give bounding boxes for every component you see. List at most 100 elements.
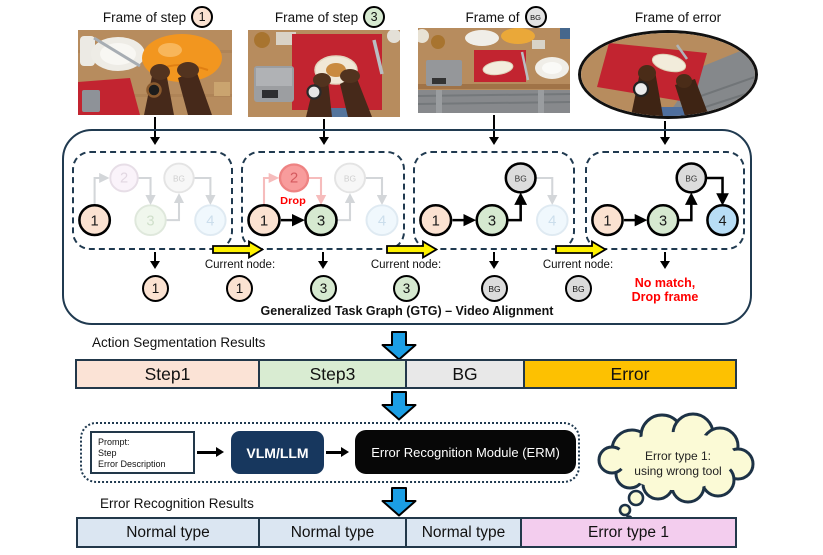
- watch-icon: [632, 80, 650, 98]
- node-bg-label: BG: [344, 173, 356, 183]
- node-2-faded: [109, 163, 139, 193]
- segment-step3: Step3: [260, 361, 407, 387]
- node-bg-label: BG: [515, 174, 527, 183]
- result-arrow-4: [663, 252, 667, 266]
- prompt-line2: Step: [98, 448, 117, 458]
- no-match-text: No match, Drop frame: [595, 276, 735, 304]
- node-bg-label: BG: [685, 174, 697, 183]
- frame4-to-graph-arrow: [663, 121, 667, 142]
- thought-cloud: Error type 1: using wrong tool: [597, 412, 755, 523]
- node-1-label: 1: [432, 214, 440, 230]
- result-arrow-2: [321, 252, 325, 266]
- vlm-llm-box: VLM/LLM: [231, 431, 324, 474]
- flow-arrow-1: [381, 331, 417, 361]
- photo-bg-frame: [418, 28, 570, 113]
- frame-label-error-text: Frame of error: [634, 9, 722, 25]
- node-4-label: 4: [548, 214, 556, 230]
- photo-step3-frame: [248, 30, 400, 117]
- segment-normal-1: Normal type: [78, 519, 260, 546]
- flow-arrow-2: [381, 391, 417, 421]
- no-match-line1: No match,: [634, 276, 696, 290]
- frame-label-1-text: Frame of step: [102, 9, 187, 25]
- node-3-label: 3: [488, 214, 496, 230]
- matched-node-3: 3: [310, 275, 337, 302]
- node-bg-label: BG: [173, 174, 185, 183]
- recognition-title: Error Recognition Results: [100, 496, 254, 511]
- frame-label-2-text: Frame of step: [274, 9, 359, 25]
- graph-bg: 1 3 BG 4: [419, 162, 569, 237]
- photo-step1-illustration: [78, 30, 232, 115]
- graph-box-error: 1 3 BG 4: [585, 151, 745, 250]
- frame-label-3: Frame of BG: [418, 6, 594, 28]
- frame3-to-graph-arrow: [492, 115, 496, 142]
- advance-arrow-1: [212, 240, 264, 259]
- node-2-dropped: [278, 163, 310, 193]
- segment-error-type1: Error type 1: [522, 519, 735, 546]
- segment-normal-3: Normal type: [407, 519, 522, 546]
- segment-step1: Step1: [77, 361, 260, 387]
- current-node-label-1: Current node:: [204, 259, 276, 271]
- graph-box-step1: 1 2 3 BG 4: [72, 151, 233, 250]
- drop-label: Drop: [280, 195, 306, 207]
- node-bg-active: [675, 162, 708, 194]
- erm-pipeline-box: [80, 422, 580, 483]
- graph-error: 1 3 BG 4: [591, 162, 739, 237]
- gtg-container: [62, 129, 752, 325]
- photo-error-frame: [578, 30, 758, 119]
- no-match-line2: Drop frame: [631, 290, 699, 304]
- node-4-faded: [194, 204, 227, 237]
- erm-module-box: Error Recognition Module (ERM): [355, 430, 576, 474]
- node-bg-faded: [163, 162, 195, 194]
- segmentation-title: Action Segmentation Results: [92, 335, 266, 350]
- advance-arrow-3: [555, 240, 607, 259]
- node-4-label: 4: [206, 214, 214, 230]
- photo-error-illustration: [581, 33, 755, 116]
- step-1-badge: 1: [191, 6, 214, 28]
- node-3-label: 3: [146, 214, 154, 230]
- prompt-line1: Prompt:: [98, 437, 130, 447]
- node-4-label: 4: [378, 214, 386, 230]
- result-arrow-1: [153, 252, 157, 266]
- photo-bg-illustration: [418, 28, 570, 113]
- result-arrow-3: [492, 252, 496, 266]
- node-3-label: 3: [659, 214, 667, 230]
- current-node-label-2: Current node:: [370, 259, 442, 271]
- node-4-active: [706, 204, 739, 237]
- current-node-label-3: Current node:: [542, 259, 614, 271]
- flow-arrow-3: [381, 487, 417, 517]
- node-1-label: 1: [260, 214, 268, 230]
- segment-error: Error: [525, 361, 735, 387]
- matched-node-bg: BG: [481, 275, 508, 302]
- segmentation-bar: Step1 Step3 BG Error: [75, 359, 737, 389]
- node-2-label: 2: [290, 171, 298, 187]
- node-bg-faded: [334, 162, 366, 194]
- graph-step1: 1 2 3 BG 4: [78, 162, 227, 237]
- current-node-1: 1: [226, 275, 253, 302]
- node-1-active: [419, 204, 453, 237]
- node-1-active: [591, 204, 624, 237]
- node-1-label: 1: [91, 214, 99, 230]
- vlm-to-erm-arrow: [326, 451, 346, 454]
- segment-bg: BG: [407, 361, 525, 387]
- frame-label-1: Frame of step 1: [78, 6, 238, 28]
- gtg-title: Generalized Task Graph (GTG) – Video Ali…: [260, 304, 554, 318]
- bg-badge: BG: [524, 6, 547, 28]
- node-3-active: [646, 204, 680, 237]
- node-1-label: 1: [603, 214, 611, 230]
- node-4-faded: [535, 204, 569, 237]
- graph-box-step3: 1 2 Drop 3 BG 4: [241, 151, 405, 250]
- graph-step3: 1 2 Drop 3 BG 4: [247, 162, 399, 237]
- matched-node-1: 1: [142, 275, 169, 302]
- node-3-active: [475, 204, 509, 237]
- graph-box-bg: 1 3 BG 4: [413, 151, 575, 250]
- current-node-3: BG: [565, 275, 592, 302]
- node-3-active: [304, 204, 338, 237]
- frame-label-error: Frame of error: [598, 6, 758, 28]
- node-4-faded: [365, 204, 399, 237]
- recognition-bar: Normal type Normal type Normal type Erro…: [76, 517, 737, 548]
- frame-label-3-text: Frame of: [465, 9, 520, 25]
- node-4-label: 4: [718, 214, 726, 230]
- node-1-active: [247, 204, 281, 237]
- node-3-label: 3: [317, 214, 325, 230]
